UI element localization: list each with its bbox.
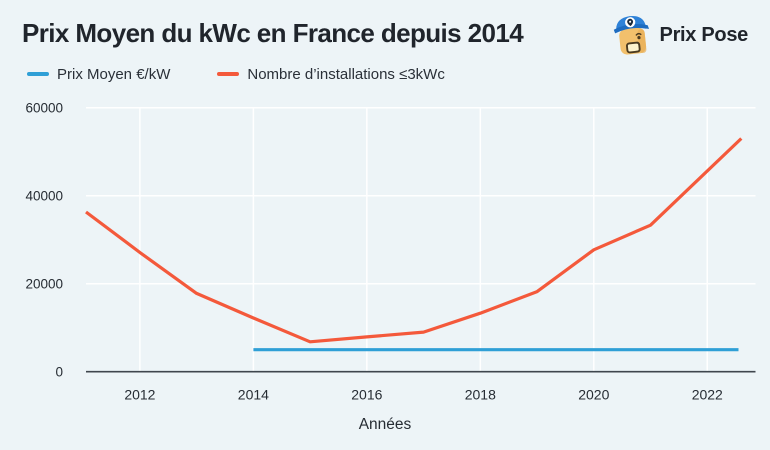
brand-logo: Prix Pose — [613, 13, 748, 57]
legend-label: Prix Moyen €/kW — [57, 65, 171, 83]
legend-marker-blue-dash-icon — [27, 72, 49, 76]
chart-legend: Prix Moyen €/kW Nombre d’installations ≤… — [27, 65, 445, 83]
y-tick-label: 0 — [55, 365, 63, 380]
y-tick-label: 20000 — [25, 277, 63, 292]
x-tick-label: 2022 — [692, 387, 723, 403]
x-tick-label: 2020 — [578, 387, 609, 403]
y-tick-label: 40000 — [25, 189, 63, 204]
x-tick-label: 2014 — [238, 387, 269, 403]
page-title: Prix Moyen du kWc en France depuis 2014 — [22, 18, 524, 48]
legend-item-nombre-installations[interactable]: Nombre d’installations ≤3kWc — [217, 65, 445, 83]
prix-pose-mascot-icon — [613, 15, 649, 55]
x-axis-title: Années — [358, 416, 412, 433]
header: Prix Moyen du kWc en France depuis 2014 — [0, 0, 770, 60]
y-tick-label: 60000 — [25, 101, 63, 116]
x-tick-label: 2016 — [351, 387, 382, 403]
x-tick-label: 2012 — [124, 387, 155, 403]
x-tick-label: 2018 — [465, 387, 496, 403]
legend-item-prix-moyen[interactable]: Prix Moyen €/kW — [27, 66, 170, 83]
legend-label: Nombre d’installations ≤3kWc — [247, 65, 445, 83]
legend-marker-orange-dash-icon — [217, 72, 240, 76]
series-line-1 — [85, 137, 743, 344]
brand-name: Prix Pose — [659, 23, 749, 46]
